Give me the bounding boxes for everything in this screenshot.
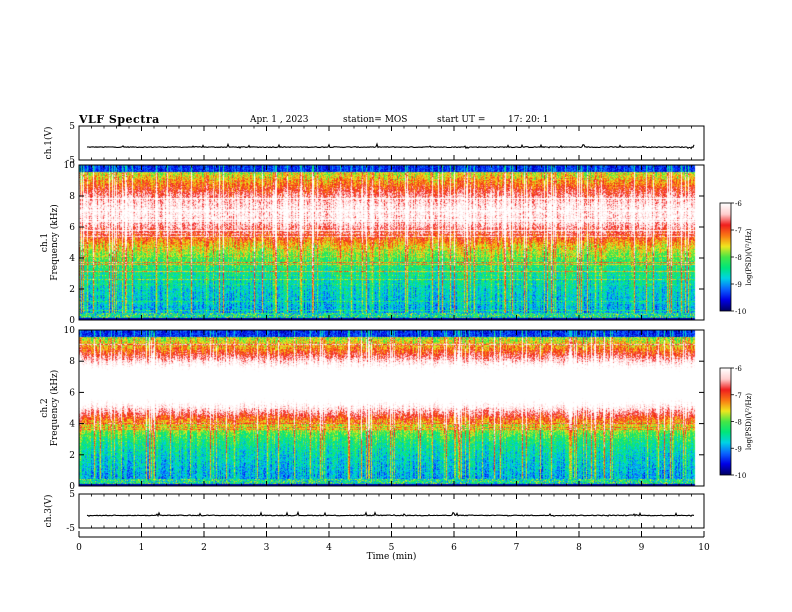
start-ut-value: 17: 20: 1 [508, 115, 549, 125]
ch3-waveform-trace [86, 510, 695, 518]
x-tick-label: 0 [76, 543, 82, 553]
ch2-spectrogram-colorbar-tick-label: -6 [735, 365, 742, 373]
ch1-spectrogram-colorbar-tick-label: -9 [735, 281, 742, 289]
ch3-waveform-ylabel: ch.3(V) [43, 495, 54, 528]
ch2-spectrogram-ytick-label: 2 [69, 451, 75, 461]
x-tick-label: 2 [201, 543, 207, 553]
x-tick-label: 7 [514, 543, 520, 553]
ch1-spectrogram-colorbar-tick-label: -8 [735, 254, 742, 262]
ch2-spectrogram-ytick-label: 0 [69, 482, 75, 492]
ch2-spectrogram-colorbar [720, 368, 731, 475]
ch1-waveform-ylabel: ch.1(V) [43, 127, 54, 160]
ch1-waveform-ytick-label: -5 [66, 156, 75, 166]
ch1-waveform-ytick-label: 5 [69, 122, 75, 132]
start-ut-label: start UT = [437, 115, 486, 125]
x-axis-label: Time (min) [367, 551, 417, 562]
ch2-spectrogram-colorbar-tick-label: -9 [735, 445, 742, 453]
ch3-waveform-ytick-label: -5 [66, 524, 75, 534]
ch3-waveform-ytick-label: 5 [69, 490, 75, 500]
ch1-spectrogram-colorbar-tick-label: -10 [735, 308, 746, 316]
ch1-spectrogram-colorbar-tick-label: -6 [735, 200, 742, 208]
ch3-waveform-frame [78, 493, 705, 529]
ch2-spectrogram-ytick-label: 4 [69, 420, 75, 430]
ch1-spectrogram-ylabel: Frequency (kHz) [49, 204, 60, 281]
chart-title: VLF Spectra [79, 113, 160, 126]
x-tick-label: 9 [639, 543, 645, 553]
ch1-spectrogram-ytick-label: 2 [69, 285, 75, 295]
ch2-spectrogram-ytick-label: 10 [64, 326, 76, 336]
x-tick-label: 1 [139, 543, 145, 553]
ch2-spectrogram-colorbar-tick-label: -7 [735, 392, 742, 400]
ch2-spectrogram-heatmap [79, 330, 704, 486]
ch1-waveform-frame [78, 125, 705, 161]
ch1-spectrogram-heatmap [79, 165, 704, 320]
x-tick-label: 6 [451, 543, 457, 553]
x-tick-label: 5 [389, 543, 395, 553]
ch2-spectrogram-colorbar-tick-label: -10 [735, 472, 746, 480]
ch1-spectrogram-ytick-label: 4 [69, 254, 75, 264]
ch1-spectrogram-ytick-label: 10 [64, 161, 76, 171]
ch2-spectrogram-ytick-label: 8 [69, 357, 75, 367]
ch1-spectrogram-ytick-label: 8 [69, 192, 75, 202]
x-tick-label: 10 [698, 543, 710, 553]
x-tick-label: 8 [576, 543, 582, 553]
ch1-spectrogram-channel-label: ch.1 [40, 233, 50, 252]
ch1-spectrogram-colorbar-tick-label: -7 [735, 227, 742, 235]
x-tick-label: 3 [264, 543, 270, 553]
station-label: station= MOS [343, 115, 408, 125]
x-tick-label: 4 [326, 543, 332, 553]
ch2-spectrogram-colorbar-label: log(PSD)(V²/Hz) [745, 393, 753, 450]
ch1-spectrogram-ytick-label: 0 [69, 316, 75, 326]
ch2-spectrogram-channel-label: ch.2 [40, 398, 50, 417]
ch1-spectrogram-colorbar-label: log(PSD)(V²/Hz) [745, 228, 753, 285]
ch2-spectrogram-colorbar-tick-label: -8 [735, 419, 742, 427]
ch1-waveform-trace [86, 142, 695, 150]
ch1-spectrogram-colorbar [720, 203, 731, 311]
ch2-spectrogram-ytick-label: 6 [69, 388, 75, 398]
date-label: Apr. 1 , 2023 [250, 115, 309, 125]
ch1-spectrogram-ytick-label: 6 [69, 223, 75, 233]
ch2-spectrogram-ylabel: Frequency (kHz) [49, 370, 60, 447]
